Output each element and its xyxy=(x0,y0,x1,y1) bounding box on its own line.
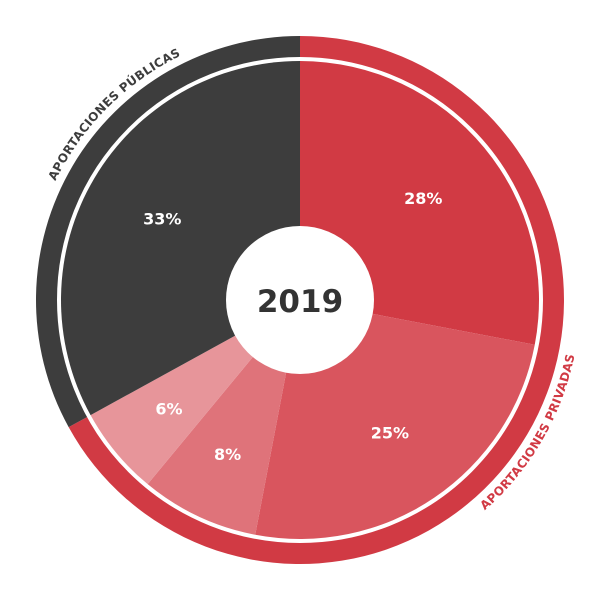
center-year-label: 2019 xyxy=(257,284,343,320)
slice-label-1: 25% xyxy=(371,423,409,442)
ring-separator xyxy=(57,57,543,543)
slice-label-0: 28% xyxy=(404,189,442,208)
slice-label-2: 8% xyxy=(214,445,241,464)
slice-label-3: 6% xyxy=(155,399,182,418)
slice-label-4: 33% xyxy=(143,210,181,229)
center-hole xyxy=(226,226,374,374)
group-ring xyxy=(35,36,565,564)
slice-labels: 28% 25% 8% 6% 33% xyxy=(143,189,442,464)
ring-arc-public xyxy=(35,36,300,428)
